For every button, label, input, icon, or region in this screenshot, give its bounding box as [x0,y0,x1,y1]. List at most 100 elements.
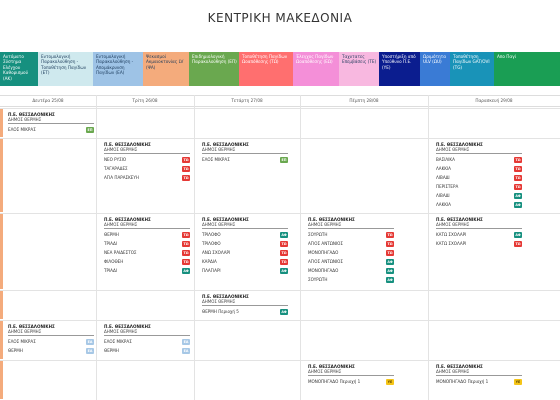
location-item[interactable]: ΛΑΚΚΙΑ ΑΦ [436,200,522,209]
activity-tag: ΤΩ [280,249,288,256]
block-region: Π.Ε. ΘΕΣΣΑΛΟΝΙΚΗΣ [436,142,483,147]
location-name: ΛΑΚΚΙΑ [436,202,451,208]
location-item[interactable]: ΜΟΝΟΠΗΓΑΔΟ ΑΦ [308,266,394,275]
legend-item: Επιδημιολογική Παρακολούθηση (ΕΠ) [189,52,239,86]
column-divider [428,95,429,400]
schedule-block[interactable]: Π.Ε. ΘΕΣΣΑΛΟΝΙΚΗΣ ΔΗΜΟΣ ΘΕΡΜΗΣ ΘΕΡΜΗ Περιο… [202,294,288,316]
activity-tag: ΤΩ [386,249,394,256]
legend-item: Έλεγχος Παγίδων Ωοαπόθεσης (ΕΩ) [293,52,339,86]
location-item[interactable]: ΜΟΝΟΠΗΓΑΔΟ Περιοχή 1 ΥΕ [308,377,394,386]
location-name: ΤΡΙΑΔΙ [104,268,117,274]
block-region: Π.Ε. ΘΕΣΣΑΛΟΝΙΚΗΣ [202,142,249,147]
location-name: ΘΕΡΜΗ Περιοχή 5 [202,309,239,315]
location-name: ΜΟΝΟΠΗΓΑΔΟ [308,268,339,274]
location-item[interactable]: ΤΑΓΑΡΑΔΕΣ ΤΩ [104,164,190,173]
schedule-block[interactable]: Π.Ε. ΘΕΣΣΑΛΟΝΙΚΗΣ ΔΗΜΟΣ ΘΕΡΜΗΣ ΣΟΥΡΩΤΗ ΤΩ ΑΓ… [308,217,394,284]
location-item[interactable]: ΕΛΟΣ ΜΙΚΡΑΣ ΕΑ [8,337,94,346]
location-name: ΕΛΟΣ ΜΙΚΡΑΣ [8,127,36,133]
location-item[interactable]: ΚΑΤΩ ΣΧΟΛΑΡΙ ΤΩ [436,239,522,248]
schedule-block[interactable]: Π.Ε. ΘΕΣΣΑΛΟΝΙΚΗΣ ΔΗΜΟΣ ΘΕΡΜΗΣ ΝΕΟ ΡΥΣΙΟ ΤΩ… [104,142,190,182]
location-name: ΜΟΝΟΠΗΓΑΔΟ [308,250,339,256]
location-item[interactable]: ΘΕΡΜΗ Περιοχή 5 ΑΦ [202,307,288,316]
location-item[interactable]: ΠΛΑΓΙΑΡΙ ΑΦ [202,266,288,275]
activity-tag: ΤΩ [182,258,190,265]
location-item[interactable]: ΚΑΡΔΙΑ ΤΩ [202,257,288,266]
schedule-block[interactable]: Π.Ε. ΘΕΣΣΑΛΟΝΙΚΗΣ ΔΗΜΟΣ ΘΕΡΜΗΣ ΕΛΟΣ ΜΙΚΡΑΣ… [8,112,94,134]
location-name: ΤΡΙΑΔΙ [104,241,117,247]
location-item[interactable]: ΑΓΙΑ ΠΑΡΑΣΚΕΥΗ ΤΩ [104,173,190,182]
location-item[interactable]: ΣΟΥΡΩΤΗ ΤΩ [308,230,394,239]
block-region: Π.Ε. ΘΕΣΣΑΛΟΝΙΚΗΣ [202,294,249,299]
activity-tag: ΤΩ [280,258,288,265]
activity-tag: ΑΦ [514,192,522,199]
location-name: ΘΕΡΜΗ [104,348,119,354]
location-item[interactable]: ΘΕΡΜΗ ΤΩ [104,230,190,239]
location-item[interactable]: ΒΑΣΙΛΙΚΑ ΤΩ [436,155,522,164]
location-item[interactable]: ΛΑΚΚΙΑ ΤΩ [436,164,522,173]
activity-tag: ΤΩ [386,240,394,247]
activity-tag: ΤΩ [182,249,190,256]
block-municipality: ΔΗΜΟΣ ΘΕΡΜΗΣ [8,329,94,337]
block-region: Π.Ε. ΘΕΣΣΑΛΟΝΙΚΗΣ [104,142,151,147]
schedule-block[interactable]: Π.Ε. ΘΕΣΣΑΛΟΝΙΚΗΣ ΔΗΜΟΣ ΘΕΡΜΗΣ ΘΕΡΜΗ ΤΩ ΤΡΙΑ… [104,217,190,275]
location-item[interactable]: ΕΛΟΣ ΜΙΚΡΑΣ ΕΠ [202,155,288,164]
activity-tag: ΕΑ [86,347,94,354]
location-item[interactable]: ΑΓΙΟΣ ΑΝΤΩΝΙΟΣ ΑΦ [308,257,394,266]
legend-item: Ωριμότητα ULV (ΩU) [420,52,450,86]
row-divider [0,320,560,321]
block-municipality: ΔΗΜΟΣ ΘΕΡΜΗΣ [308,222,394,230]
location-item[interactable]: ΠΕΡΙΣΤΕΡΑ ΤΩ [436,182,522,191]
location-item[interactable]: ΛΙΒΑΔΙ ΤΩ [436,173,522,182]
location-item[interactable]: ΜΟΝΟΠΗΓΑΔΟ Περιοχή 1 ΥΕ [436,377,522,386]
location-name: ΠΕΡΙΣΤΕΡΑ [436,184,459,190]
location-name: ΦΙΛΟΘΕΗ [104,259,124,265]
schedule-block[interactable]: Π.Ε. ΘΕΣΣΑΛΟΝΙΚΗΣ ΔΗΜΟΣ ΘΕΡΜΗΣ ΜΟΝΟΠΗΓΑΔΟ … [308,364,394,386]
schedule-block[interactable]: Π.Ε. ΘΕΣΣΑΛΟΝΙΚΗΣ ΔΗΜΟΣ ΘΕΡΜΗΣ ΕΛΟΣ ΜΙΚΡΑΣ… [104,324,190,355]
location-item[interactable]: ΕΛΟΣ ΜΙΚΡΑΣ ΕΑ [104,337,190,346]
legend-item: Εντομολογική Παρακολούθηση - Τοποθέτηση … [38,52,93,86]
location-name: ΑΓΙΟΣ ΑΝΤΩΝΙΟΣ [308,259,343,265]
location-item[interactable]: ΝΕΟ ΡΥΣΙΟ ΤΩ [104,155,190,164]
location-item[interactable]: ΚΑΤΩ ΣΧΟΛΑΡΙ ΑΦ [436,230,522,239]
block-municipality: ΔΗΜΟΣ ΘΕΡΜΗΣ [308,369,394,377]
location-item[interactable]: ΤΡΙΛΟΦΟ ΑΦ [202,230,288,239]
column-divider [300,95,301,400]
activity-tag: ΤΩ [280,240,288,247]
schedule-block[interactable]: Π.Ε. ΘΕΣΣΑΛΟΝΙΚΗΣ ΔΗΜΟΣ ΘΕΡΜΗΣ ΕΛΟΣ ΜΙΚΡΑΣ… [202,142,288,164]
activity-tag: ΑΦ [386,267,394,274]
location-name: ΛΑΚΚΙΑ [436,166,451,172]
schedule-block[interactable]: Π.Ε. ΘΕΣΣΑΛΟΝΙΚΗΣ ΔΗΜΟΣ ΘΕΡΜΗΣ ΒΑΣΙΛΙΚΑ ΤΩ Λ… [436,142,522,209]
location-name: ΕΛΟΣ ΜΙΚΡΑΣ [202,157,230,163]
block-municipality: ΔΗΜΟΣ ΘΕΡΜΗΣ [8,117,94,125]
location-item[interactable]: ΣΟΥΡΩΤΗ ΑΦ [308,275,394,284]
block-municipality: ΔΗΜΟΣ ΘΕΡΜΗΣ [104,147,190,155]
schedule-block[interactable]: Π.Ε. ΘΕΣΣΑΛΟΝΙΚΗΣ ΔΗΜΟΣ ΘΕΡΜΗΣ ΕΛΟΣ ΜΙΚΡΑΣ… [8,324,94,355]
activity-tag: ΤΩ [514,183,522,190]
activity-tag: ΤΩ [514,174,522,181]
row-divider [0,138,560,139]
activity-tag: ΤΩ [182,165,190,172]
location-item[interactable]: ΦΙΛΟΘΕΗ ΤΩ [104,257,190,266]
location-item[interactable]: ΤΡΙΑΔΙ ΑΦ [104,266,190,275]
location-item[interactable]: ΤΡΙΛΟΦΟ ΤΩ [202,239,288,248]
schedule-block[interactable]: Π.Ε. ΘΕΣΣΑΛΟΝΙΚΗΣ ΔΗΜΟΣ ΘΕΡΜΗΣ ΚΑΤΩ ΣΧΟΛΑΡ… [436,217,522,248]
location-item[interactable]: ΛΙΒΑΔΙ ΑΦ [436,191,522,200]
day-header: Παρασκευή 29/08 [475,98,513,103]
location-item[interactable]: ΑΓΙΟΣ ΑΝΤΩΝΙΟΣ ΤΩ [308,239,394,248]
location-item[interactable]: ΘΕΡΜΗ ΕΑ [104,346,190,355]
location-item[interactable]: ΤΡΙΑΔΙ ΤΩ [104,239,190,248]
location-item[interactable]: ΜΟΝΟΠΗΓΑΔΟ ΤΩ [308,248,394,257]
activity-tag: ΤΩ [514,240,522,247]
schedule-block[interactable]: Π.Ε. ΘΕΣΣΑΛΟΝΙΚΗΣ ΔΗΜΟΣ ΘΕΡΜΗΣ ΜΟΝΟΠΗΓΑΔΟ … [436,364,522,386]
location-item[interactable]: ΘΕΡΜΗ ΕΑ [8,346,94,355]
activity-tag: ΤΩ [182,174,190,181]
activity-tag: ΑΦ [386,276,394,283]
location-name: ΤΡΙΛΟΦΟ [202,241,221,247]
location-item[interactable]: ΝΕΑ ΡΑΙΔΕΣΤΟΣ ΤΩ [104,248,190,257]
schedule-block[interactable]: Π.Ε. ΘΕΣΣΑΛΟΝΙΚΗΣ ΔΗΜΟΣ ΘΕΡΜΗΣ ΤΡΙΛΟΦΟ ΑΦ ΤΡ… [202,217,288,275]
row-divider [0,290,560,291]
location-item[interactable]: ΕΛΟΣ ΜΙΚΡΑΣ ΕΠ [8,125,94,134]
location-item[interactable]: ΑΝΩ ΣΧΟΛΑΡΙ ΤΩ [202,248,288,257]
legend-item: Εντομολογική Παρακολούθηση - Απομάκρυνση… [93,52,143,86]
legend-item: Ταχυτατες Επεμβάσεις (ΤΕ) [339,52,379,86]
